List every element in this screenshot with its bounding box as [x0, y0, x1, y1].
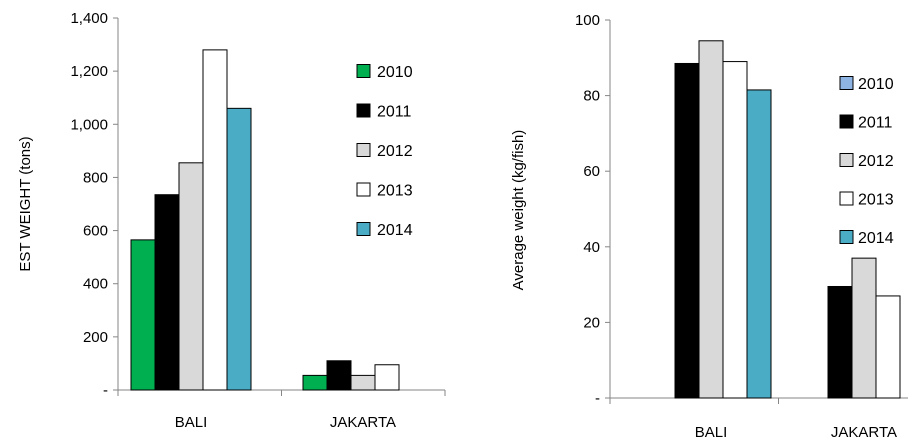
chart1-y-axis-title: EST WEIGHT (tons): [17, 136, 34, 271]
chart1-bar-jakarta-2010: [302, 374, 328, 391]
chart2-legend-label-2013: 2013: [858, 192, 894, 209]
chart1-y-tick-label: 1,200: [70, 63, 108, 80]
chart2-legend-label-2011: 2011: [858, 115, 893, 132]
chart1-y-tick-label: 400: [83, 276, 108, 293]
chart2-bar-bali-2013: [722, 61, 748, 399]
chart2-legend-label-2010: 2010: [858, 76, 894, 93]
chart2-y-tick-label: 100: [575, 12, 600, 29]
chart1-bar-bali-2014: [226, 107, 252, 391]
chart2-x-tick-label: JAKARTA: [831, 424, 897, 441]
chart1-legend-label-2011: 2011: [377, 104, 412, 121]
chart1-legend-swatch-2014: [356, 222, 371, 236]
chart1-y-tick-label: 1,400: [70, 10, 108, 27]
chart2-legend-swatch-2012: [839, 153, 854, 167]
chart1-bar-bali-2012: [178, 162, 204, 391]
chart1-x-tick-label: BALI: [175, 414, 208, 431]
chart1-bar-bali-2010: [130, 239, 156, 391]
chart2-legend-swatch-2014: [839, 230, 854, 244]
chart2-bar-jakarta-2012: [851, 257, 877, 399]
chart1-bar-jakarta-2013: [374, 364, 400, 391]
chart2-y-tick-label: 80: [583, 88, 600, 105]
chart2-bar-jakarta-2013: [875, 295, 901, 399]
chart1-bar-jakarta-2012: [350, 374, 376, 391]
chart2-legend-swatch-2010: [839, 76, 854, 90]
chart1-bar-bali-2011: [154, 194, 180, 391]
chart1-legend-swatch-2012: [356, 143, 371, 157]
chart1-y-tick-label: 1,000: [70, 116, 108, 133]
chart2-y-tick-label: 20: [583, 314, 600, 331]
chart1-legend-swatch-2013: [356, 182, 371, 197]
chart1-bar-bali-2013: [202, 49, 228, 391]
chart2-x-tick-label: BALI: [695, 424, 728, 441]
chart2-y-tick-label: 60: [583, 163, 600, 180]
chart1-legend-label-2012: 2012: [377, 143, 413, 160]
chart1-legend-label-2014: 2014: [377, 222, 413, 239]
chart1-legend-swatch-2010: [356, 64, 371, 78]
chart2-legend-label-2012: 2012: [858, 153, 894, 170]
chart1-y-tick-label: 800: [83, 169, 108, 186]
chart1-legend-label-2013: 2013: [377, 183, 413, 200]
chart2-legend-label-2014: 2014: [858, 230, 894, 247]
chart2-legend-swatch-2011: [839, 114, 854, 129]
chart2-bar-bali-2014: [746, 89, 772, 399]
chart1-bar-jakarta-2011: [326, 360, 352, 391]
chart2-y-tick-label: 40: [583, 239, 600, 256]
chart2-bar-bali-2011: [674, 62, 700, 399]
chart2-bar-bali-2012: [698, 40, 724, 399]
chart2-y-axis-title: Average weight (kg/fish): [510, 130, 527, 291]
chart1-x-tick-label: JAKARTA: [330, 414, 396, 431]
chart1-y-tick-label: 600: [83, 223, 108, 240]
chart1-y-tick-label: 200: [83, 329, 108, 346]
chart1-legend-label-2010: 2010: [377, 64, 413, 81]
chart2-legend-swatch-2013: [839, 191, 854, 206]
chart2-y-tick-label: -: [595, 390, 600, 407]
chart2-bar-jakarta-2011: [827, 285, 853, 399]
chart1-y-tick-label: -: [103, 382, 108, 399]
chart1-legend-swatch-2011: [356, 103, 371, 118]
